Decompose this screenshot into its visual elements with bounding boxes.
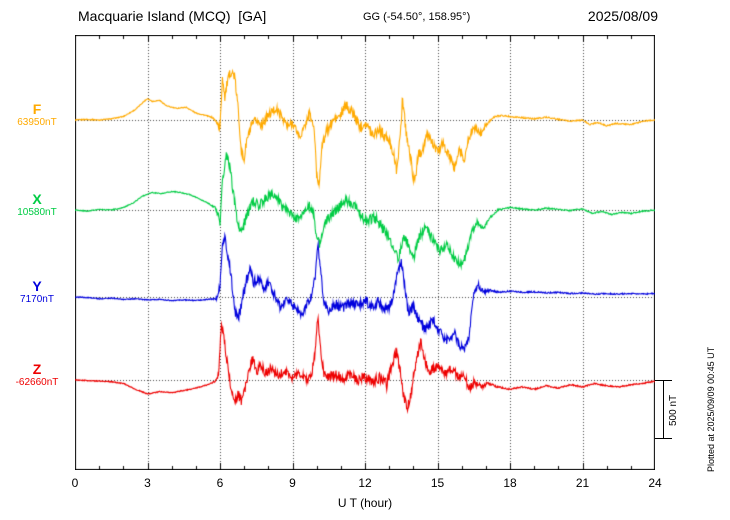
- trace-baseline-value-Y: 7170nT: [20, 294, 54, 305]
- x-axis-label: U T (hour): [337, 496, 393, 510]
- x-tick-label: 21: [575, 476, 590, 490]
- x-tick-label: 0: [71, 476, 79, 490]
- trace-name-F: F: [32, 101, 42, 117]
- trace-name-Y: Y: [32, 278, 42, 294]
- x-axis-tick-labels: 0 3 6 9 12 15 18 21 24: [0, 476, 730, 492]
- x-tick-label: 9: [289, 476, 296, 490]
- trace-label-Y: Y 7170nT: [4, 279, 70, 306]
- x-tick-label: 6: [216, 476, 224, 490]
- trace-baseline-value-F: 63950nT: [17, 117, 57, 128]
- station-coordinates: GG (-54.50°, 158.95°): [363, 11, 471, 23]
- magnetogram-plot: [75, 35, 655, 470]
- plot-date: 2025/08/09: [587, 8, 658, 24]
- trace-name-Z: Z: [32, 361, 42, 377]
- scale-bar-bottom-cap: [655, 438, 672, 439]
- plotted-at-timestamp: Plotted at 2025/09/09 00:45 UT: [706, 346, 716, 472]
- trace-label-Z: Z -62660nT: [4, 362, 70, 389]
- scale-bar-label: 500 nT: [668, 394, 679, 426]
- trace-name-X: X: [32, 191, 42, 207]
- x-tick-label: 12: [358, 476, 372, 490]
- scale-bar: [663, 380, 664, 438]
- trace-label-F: F 63950nT: [4, 102, 70, 129]
- trace-baseline-value-Z: -62660nT: [15, 377, 59, 388]
- x-tick-label: 3: [144, 476, 151, 490]
- trace-label-X: X 10580nT: [4, 192, 70, 219]
- x-tick-label: 15: [430, 476, 445, 490]
- trace-baseline-value-X: 10580nT: [17, 207, 57, 218]
- x-tick-label: 18: [503, 476, 517, 490]
- x-tick-label: 24: [648, 476, 662, 490]
- page-title: Macquarie Island (MCQ) [GA]: [78, 8, 267, 24]
